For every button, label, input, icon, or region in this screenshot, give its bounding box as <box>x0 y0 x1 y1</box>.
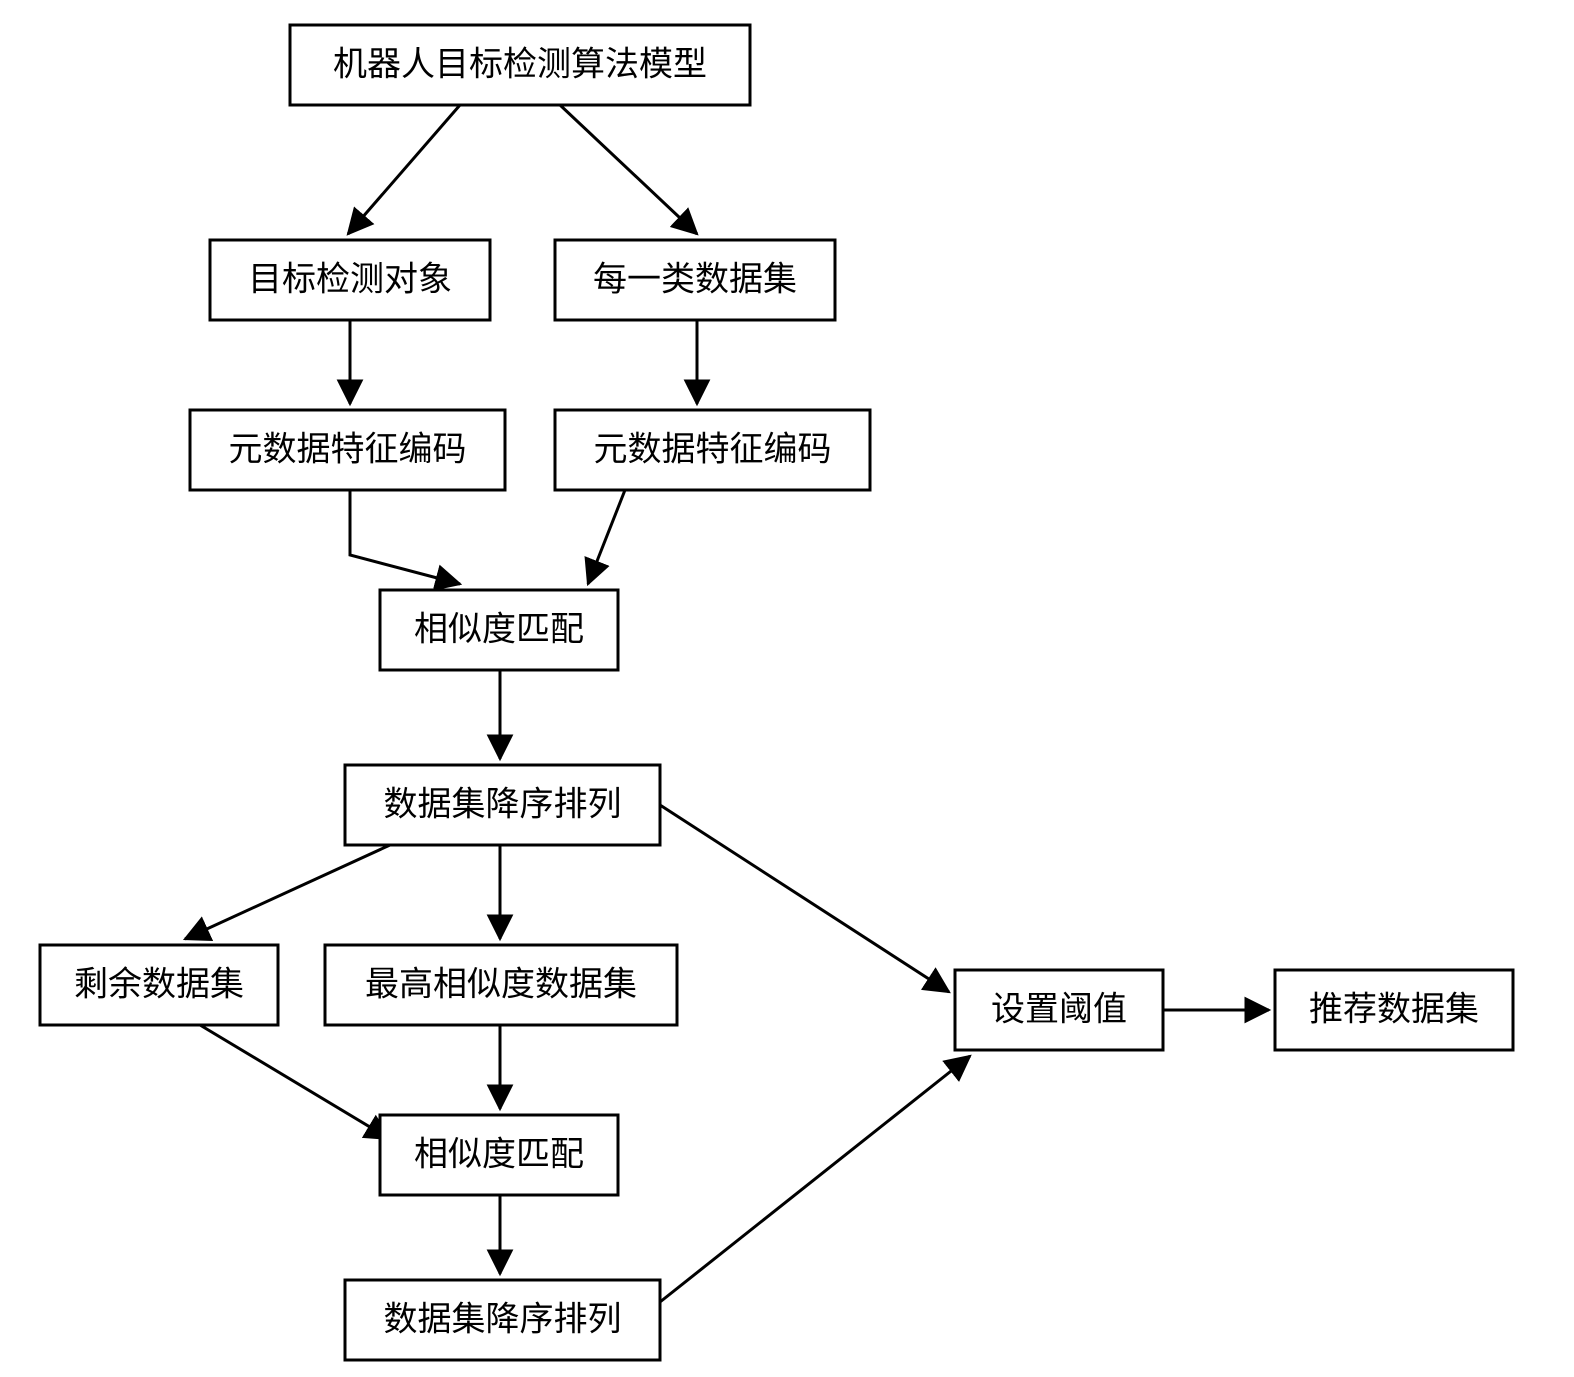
node-n12-label: 相似度匹配 <box>414 1136 584 1174</box>
node-n7-label: 数据集降序排列 <box>384 786 622 824</box>
node-n8-label: 剩余数据集 <box>74 966 244 1004</box>
node-n13: 数据集降序排列 <box>345 1280 660 1360</box>
node-n4: 元数据特征编码 <box>190 410 505 490</box>
node-n3-label: 每一类数据集 <box>593 261 797 299</box>
node-n1-label: 机器人目标检测算法模型 <box>333 46 707 84</box>
flowchart-canvas: 机器人目标检测算法模型目标检测对象每一类数据集元数据特征编码元数据特征编码相似度… <box>0 0 1574 1377</box>
nodes-group: 机器人目标检测算法模型目标检测对象每一类数据集元数据特征编码元数据特征编码相似度… <box>40 25 1513 1360</box>
node-n5: 元数据特征编码 <box>555 410 870 490</box>
node-n5-label: 元数据特征编码 <box>594 431 832 469</box>
node-n3: 每一类数据集 <box>555 240 835 320</box>
node-n9: 最高相似度数据集 <box>325 945 677 1025</box>
edge-n4-n6 <box>350 490 460 584</box>
node-n13-label: 数据集降序排列 <box>384 1301 622 1339</box>
edge-n7-n8 <box>185 845 390 939</box>
node-n10: 设置阈值 <box>955 970 1163 1050</box>
node-n12: 相似度匹配 <box>380 1115 618 1195</box>
edge-n7-n10 <box>660 805 949 992</box>
edge-n13-n10 <box>660 1056 970 1302</box>
node-n10-label: 设置阈值 <box>991 991 1127 1029</box>
node-n2-label: 目标检测对象 <box>248 261 452 299</box>
node-n6-label: 相似度匹配 <box>414 611 584 649</box>
edge-n8-n12 <box>200 1025 390 1139</box>
edge-n5-n6 <box>588 490 625 584</box>
node-n11-label: 推荐数据集 <box>1309 991 1479 1029</box>
node-n9-label: 最高相似度数据集 <box>365 966 637 1004</box>
node-n11: 推荐数据集 <box>1275 970 1513 1050</box>
edge-n1-n3 <box>560 105 697 234</box>
node-n6: 相似度匹配 <box>380 590 618 670</box>
node-n1: 机器人目标检测算法模型 <box>290 25 750 105</box>
node-n7: 数据集降序排列 <box>345 765 660 845</box>
node-n8: 剩余数据集 <box>40 945 278 1025</box>
edge-n1-n2 <box>348 105 460 234</box>
node-n2: 目标检测对象 <box>210 240 490 320</box>
node-n4-label: 元数据特征编码 <box>229 431 467 469</box>
